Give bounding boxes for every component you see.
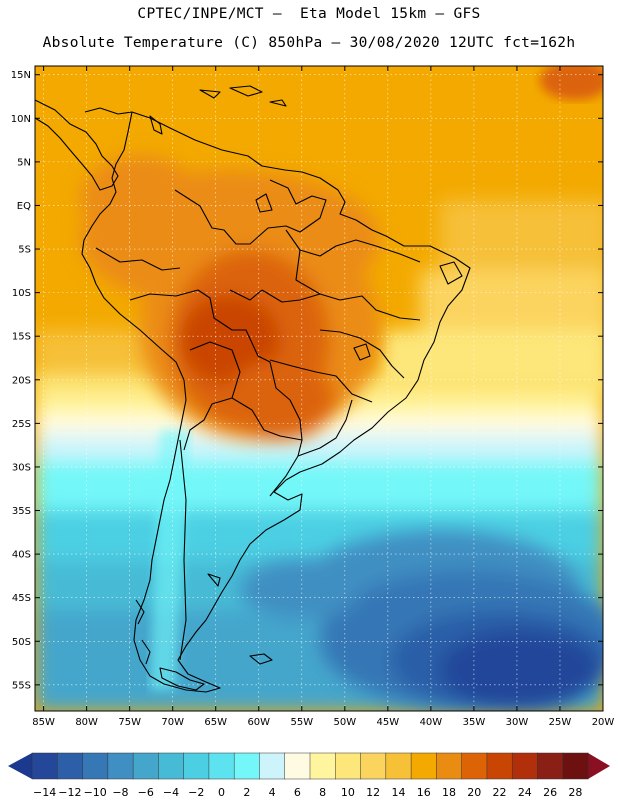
title-line-2: Absolute Temperature (C) 850hPa — 30/08/… <box>42 35 576 51</box>
colorbar-over-arrow <box>588 753 610 779</box>
colorbar-label: −14 <box>33 786 56 799</box>
latitude-label: 45S <box>12 593 31 604</box>
latitude-label: 50S <box>12 637 31 648</box>
longitude-label: 45W <box>377 717 400 728</box>
colorbar-swatch <box>562 752 589 780</box>
colorbar-swatch <box>208 752 235 780</box>
colorbar-label: 12 <box>366 786 380 799</box>
longitude-label: 65W <box>204 717 227 728</box>
latitude-label: 15S <box>12 332 31 343</box>
latitude-label: 10N <box>11 114 31 125</box>
colorbar-label: 2 <box>243 786 250 799</box>
colorbar-swatch <box>537 752 564 780</box>
latitude-label: 55S <box>12 680 31 691</box>
latitude-label: 25S <box>12 419 31 430</box>
longitude-label: 75W <box>118 717 141 728</box>
graticule <box>35 66 603 711</box>
colorbar-label: 18 <box>442 786 456 799</box>
longitude-label: 25W <box>549 717 572 728</box>
latitude-label: 30S <box>12 462 31 473</box>
colorbar-label: 28 <box>568 786 582 799</box>
colorbar-label: −6 <box>138 786 154 799</box>
colorbar-swatch <box>284 752 311 780</box>
colorbar-label: 16 <box>417 786 431 799</box>
colorbar-label: 10 <box>341 786 355 799</box>
longitude-label: 80W <box>75 717 98 728</box>
longitude-label: 20W <box>592 717 615 728</box>
colorbar-swatch <box>57 752 84 780</box>
colorbar-swatch <box>107 752 134 780</box>
colorbar-label: 0 <box>218 786 225 799</box>
colorbar-swatch <box>183 752 210 780</box>
longitude-label: 85W <box>32 717 55 728</box>
latitude-label: 10S <box>12 288 31 299</box>
colorbar-label: 4 <box>269 786 276 799</box>
colorbar-swatch <box>82 752 109 780</box>
colorbar-swatch <box>461 752 488 780</box>
colorbar-label: 6 <box>294 786 301 799</box>
longitude-label: 55W <box>290 717 313 728</box>
colorbar-label: 8 <box>319 786 326 799</box>
colorbar-label: 14 <box>391 786 405 799</box>
colorbar-label: 22 <box>493 786 507 799</box>
colorbar-swatch <box>511 752 539 780</box>
colorbar-swatch <box>335 752 362 780</box>
latitude-label: 20S <box>12 375 31 386</box>
colorbar-label: 24 <box>518 786 532 799</box>
colorbar-label: −2 <box>188 786 204 799</box>
colorbar-swatch <box>158 752 185 780</box>
longitude-axis: 85W 80W 75W 70W 65W 60W 55W 50W 45W 40W 35W 30W 25W 2… <box>32 66 614 728</box>
colorbar-label: −12 <box>58 786 81 799</box>
colorbar-swatch <box>486 752 513 780</box>
colorbar-under-arrow <box>8 753 32 779</box>
colorbar-swatch <box>233 752 261 780</box>
colorbar-label: 20 <box>467 786 481 799</box>
colorbar-swatch <box>132 752 159 780</box>
latitude-label: 35S <box>12 506 31 517</box>
latitude-label: 15N <box>11 70 31 81</box>
longitude-label: 70W <box>161 717 184 728</box>
colorbar: −14 −12 −10 −8 −6 −4 −2 0 2 4 6 8 10 12 14 16 18 20 22 24 26… <box>8 752 610 799</box>
colorbar-label: 26 <box>543 786 557 799</box>
latitude-axis: 15N 10N 5N EQ 5S 10S 15S 20S 25S 30S 35S 40S 45S 50S 5… <box>11 70 603 691</box>
latitude-label: EQ <box>17 201 31 212</box>
coastline <box>35 85 471 693</box>
colorbar-label: −4 <box>163 786 179 799</box>
colorbar-swatch <box>385 752 412 780</box>
latitude-label: 5N <box>17 157 31 168</box>
colorbar-swatch <box>410 752 437 780</box>
longitude-label: 40W <box>420 717 443 728</box>
colorbar-label: −10 <box>84 786 107 799</box>
colorbar-swatch <box>436 752 463 780</box>
colorbar-swatch <box>360 752 387 780</box>
colorbar-swatch <box>31 752 58 780</box>
temperature-field <box>35 66 603 711</box>
longitude-label: 30W <box>506 717 529 728</box>
colorbar-swatch <box>259 752 286 780</box>
title-line-1: CPTEC/INPE/MCT — Eta Model 15km — GFS <box>137 6 481 22</box>
latitude-label: 5S <box>18 245 31 256</box>
plot-frame <box>34 65 604 712</box>
colorbar-swatch <box>309 752 336 780</box>
longitude-label: 50W <box>334 717 357 728</box>
colorbar-label: −8 <box>112 786 128 799</box>
longitude-label: 35W <box>463 717 486 728</box>
longitude-label: 60W <box>247 717 270 728</box>
latitude-label: 40S <box>12 550 31 561</box>
